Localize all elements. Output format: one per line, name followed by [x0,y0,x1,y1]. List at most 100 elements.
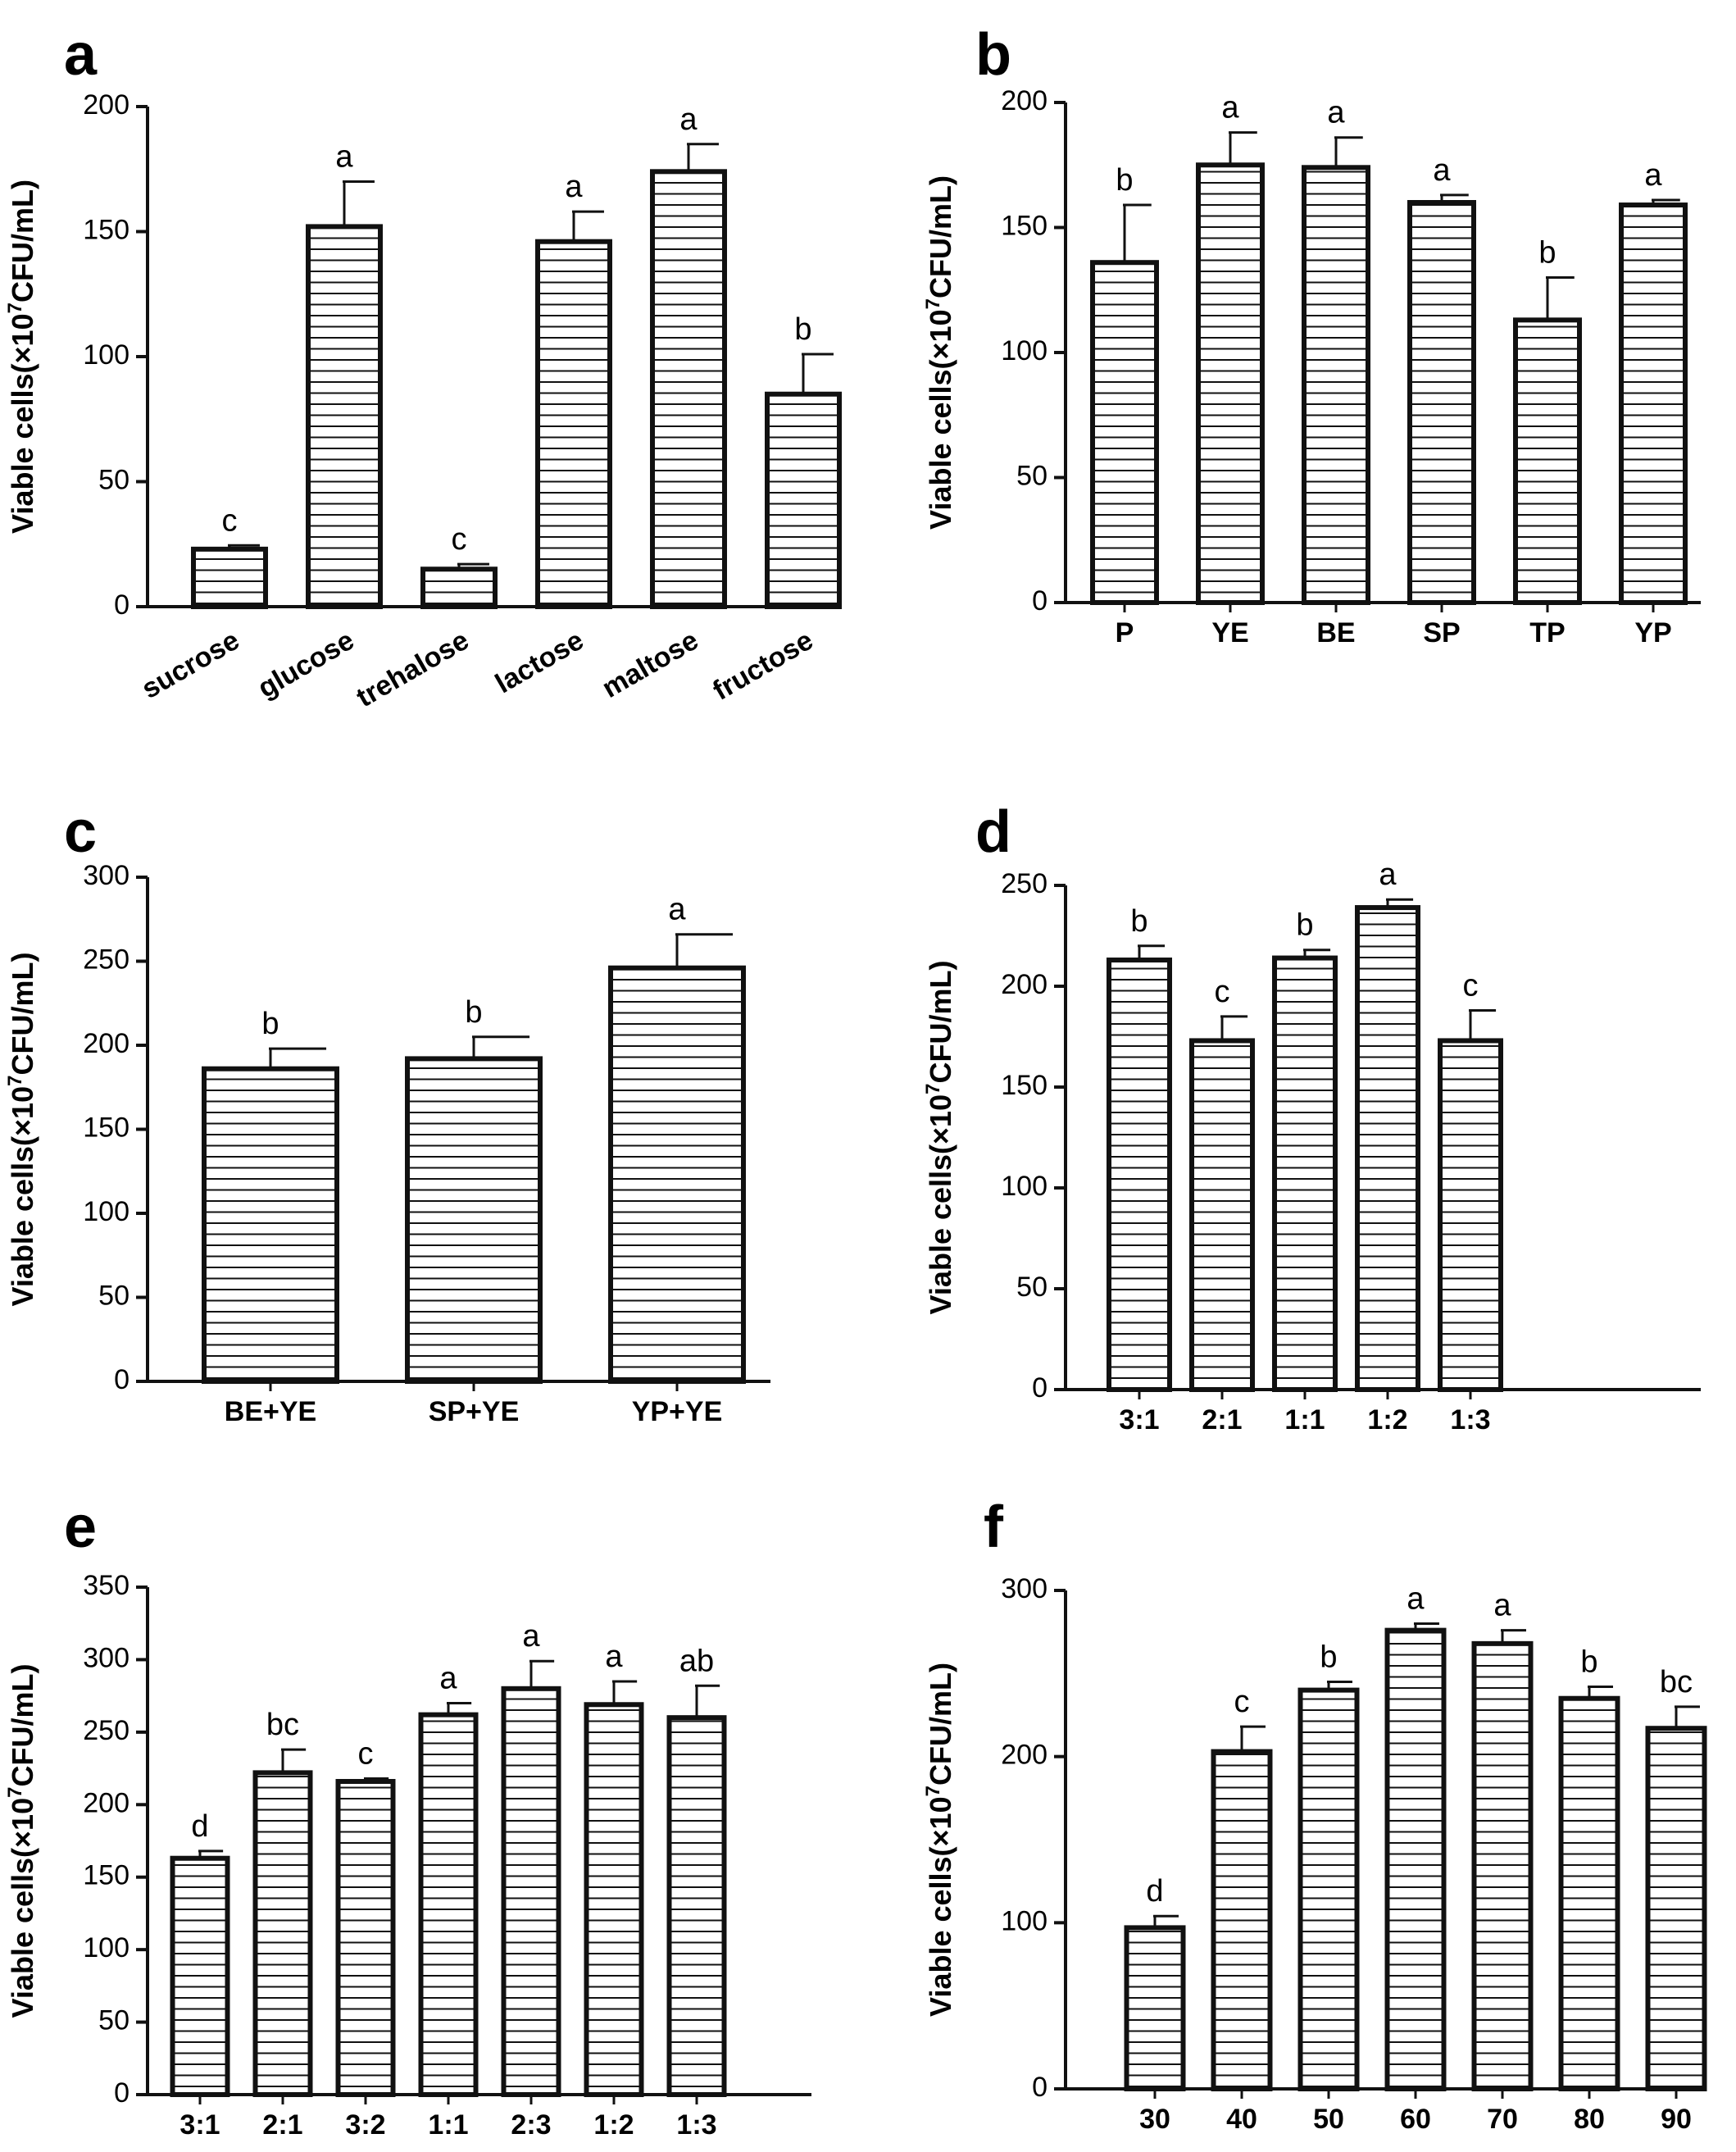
panel-c: c 0 50 100 150 200 250 300 Viable cells(×107CFU/… [4,799,770,1427]
y-axis-label: Viable cells(×107CFU/mL) [922,175,957,530]
significance-label: a [668,893,686,927]
bar-1-2 [1355,905,1420,1393]
significance-label: a [1407,1582,1425,1617]
x-category-label: 1:1 [1284,1404,1325,1435]
y-axis-label: Viable cells(×107CFU/mL) [4,1664,39,2018]
bar-60 [1384,1627,1447,2091]
y-tick-label: 0 [114,2077,130,2109]
y-tick-label: 250 [83,944,130,975]
x-category-label: lactose [490,625,589,700]
bar-50 [1297,1687,1360,2092]
x-category-label: 1:2 [1367,1404,1407,1435]
y-tick-label: 0 [114,1364,130,1395]
y-tick-label: 350 [83,1570,130,1601]
y-tick-label: 150 [83,1112,130,1143]
significance-label: b [465,995,482,1030]
bar-1-1 [1272,955,1338,1393]
y-tick-label: 200 [1001,1740,1048,1771]
x-category-label: 2:3 [511,2109,551,2141]
y-tick-label: 150 [83,1860,130,1891]
significance-label: ab [679,1644,714,1678]
significance-label: a [679,102,698,137]
bar-be [1302,165,1370,606]
bar-3-1 [170,1855,230,2098]
significance-label: bc [1660,1665,1693,1699]
y-tick-label: 0 [1032,1372,1048,1404]
panel-b: b 0 50 100 150 200 Viable cells(×107CFU/mL) b Pa… [922,22,1701,648]
bar-2-1 [252,1770,313,2098]
bar-p [1090,260,1159,605]
y-tick-label: 300 [83,1642,130,1673]
bar-yp-ye [608,965,746,1384]
bar-sp [1407,200,1476,605]
bar-3-1 [1107,958,1172,1392]
y-axis-label: Viable cells(×107CFU/mL) [4,953,39,1307]
y-tick-label: 200 [1001,85,1048,116]
significance-label: b [261,1007,279,1041]
x-category-label: sucrose [137,625,245,705]
x-category-label: P [1116,617,1134,648]
y-tick-label: 200 [1001,969,1048,1000]
significance-label: a [565,170,583,204]
bar-be-ye [202,1066,339,1384]
panel-letter: d [975,799,1011,865]
y-tick-label: 50 [98,1280,130,1311]
significance-label: a [1327,96,1345,130]
x-category-label: maltose [597,625,703,704]
significance-label: b [1320,1640,1337,1674]
bar-90 [1645,1726,1707,2092]
significance-label: a [1379,858,1397,892]
significance-label: c [1215,975,1230,1009]
significance-label: b [794,312,811,347]
x-category-label: glucose [252,625,359,704]
y-tick-label: 250 [83,1715,130,1746]
significance-label: a [522,1619,540,1654]
x-category-label: 30 [1139,2104,1170,2135]
significance-label: a [1433,153,1451,188]
significance-label: a [335,140,353,175]
y-tick-label: 100 [1001,1171,1048,1202]
y-tick-label: 50 [1016,460,1048,491]
y-tick-label: 250 [1001,868,1048,899]
bar-30 [1124,1925,1186,2091]
x-category-label: 50 [1313,2104,1344,2135]
panel-f: f 0 100 200 300 Viable cells(×107CFU/mL) d 30 c 4… [922,1495,1707,2135]
y-tick-label: 50 [98,2005,130,2036]
x-category-label: trehalose [352,625,475,714]
significance-label: c [222,503,238,538]
significance-label: a [1221,91,1239,125]
y-tick-label: 0 [1032,585,1048,616]
panel-d: d 0 50 100 150 200 250 Viable cells(×107CFU/mL)… [922,799,1701,1435]
x-category-label: SP+YE [429,1396,520,1427]
x-category-label: 2:1 [262,2109,302,2141]
x-category-label: BE [1316,617,1355,648]
y-tick-label: 100 [83,1932,130,1963]
significance-label: bc [266,1708,299,1742]
bar-1-3 [1438,1038,1503,1393]
y-tick-label: 0 [1032,2072,1048,2103]
y-tick-label: 200 [83,1028,130,1059]
x-category-label: 80 [1574,2104,1605,2135]
significance-label: d [191,1809,208,1844]
bar-maltose [650,169,727,610]
significance-label: a [605,1640,623,1674]
x-category-label: YP [1634,617,1671,648]
x-category-label: YE [1211,617,1248,648]
panel-e: e 0 50 100 150 200 250 300 350 Viable cells(×107C… [4,1495,811,2141]
y-axis-label: Viable cells(×107CFU/mL) [922,1663,957,2017]
panel-letter: a [64,22,98,88]
x-category-label: 3:2 [345,2109,385,2141]
y-tick-label: 150 [1001,210,1048,241]
y-tick-label: 100 [1001,335,1048,366]
x-category-label: 1:1 [428,2109,468,2141]
x-category-label: 2:1 [1202,1404,1242,1435]
bar-3-2 [335,1778,396,2097]
significance-label: c [452,522,467,557]
x-category-label: YP+YE [632,1396,723,1427]
panel-letter: b [975,22,1011,88]
x-category-label: fructose [707,625,818,707]
significance-label: b [1116,163,1133,198]
y-tick-label: 50 [98,464,130,495]
bar-70 [1471,1640,1534,2092]
